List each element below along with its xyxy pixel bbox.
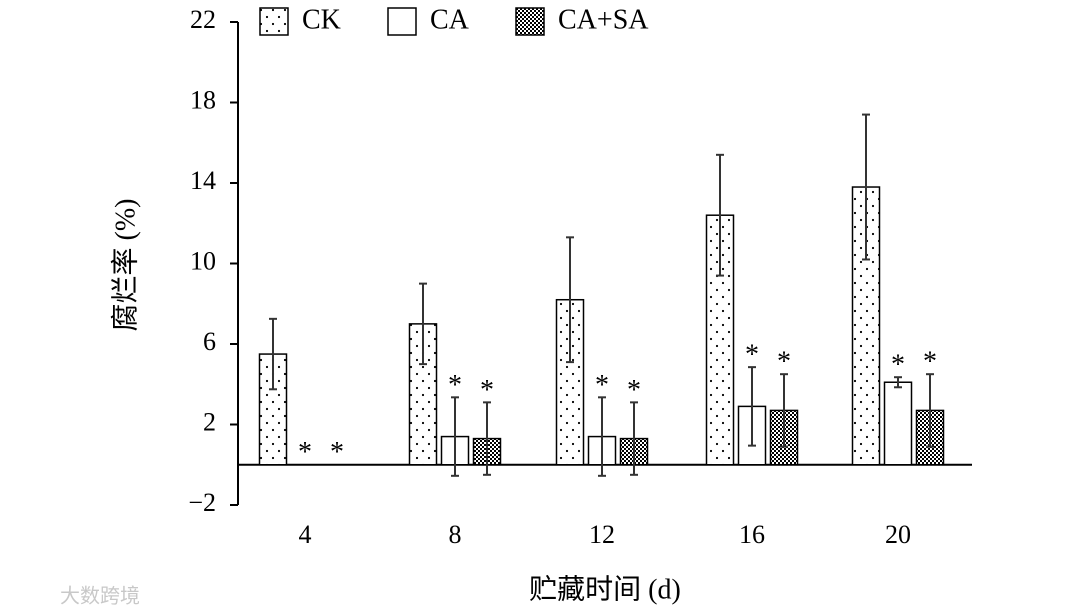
significance-marker: * bbox=[480, 375, 494, 406]
legend-swatch bbox=[515, 7, 545, 36]
error-bar bbox=[862, 113, 870, 261]
x-tick-label: 20 bbox=[885, 520, 911, 549]
error-bar bbox=[598, 396, 606, 477]
x-tick-label: 8 bbox=[449, 520, 462, 549]
y-tick-label: 6 bbox=[203, 327, 216, 356]
x-tick-label: 12 bbox=[589, 520, 615, 549]
y-tick-label: −2 bbox=[188, 488, 216, 517]
error-bar bbox=[483, 401, 491, 476]
error-bar bbox=[780, 373, 788, 448]
watermark: 大数跨境 bbox=[60, 585, 140, 608]
y-tick-label: 22 bbox=[190, 5, 216, 34]
error-bar bbox=[926, 373, 934, 448]
y-tick-label: 10 bbox=[190, 246, 216, 275]
legend-swatch bbox=[259, 7, 289, 36]
legend-label: CA bbox=[430, 4, 470, 35]
significance-marker: * bbox=[330, 437, 344, 468]
error-bar bbox=[630, 401, 638, 476]
significance-marker: * bbox=[745, 340, 759, 371]
significance-marker: * bbox=[777, 347, 791, 378]
error-bar bbox=[894, 376, 902, 389]
significance-marker: * bbox=[627, 375, 641, 406]
legend-label: CA+SA bbox=[558, 4, 649, 35]
error-bar bbox=[419, 282, 427, 366]
error-bar bbox=[269, 317, 277, 391]
error-bar bbox=[566, 236, 574, 364]
y-tick-label: 14 bbox=[190, 166, 216, 195]
x-axis-label: 贮藏时间 (d) bbox=[529, 573, 681, 605]
error-bar bbox=[716, 153, 724, 277]
significance-marker: * bbox=[891, 350, 905, 381]
error-bar bbox=[748, 366, 756, 447]
significance-marker: * bbox=[923, 347, 937, 378]
bar bbox=[883, 381, 913, 466]
x-tick-label: 4 bbox=[299, 520, 312, 549]
legend-swatch bbox=[387, 7, 417, 36]
y-axis-label: 腐烂率 (%) bbox=[109, 199, 141, 332]
error-bar bbox=[451, 396, 459, 477]
x-tick-label: 16 bbox=[739, 520, 765, 549]
significance-marker: * bbox=[595, 370, 609, 401]
y-tick-label: 18 bbox=[190, 85, 216, 114]
legend-label: CK bbox=[302, 4, 341, 35]
significance-marker: * bbox=[298, 437, 312, 468]
y-tick-label: 2 bbox=[203, 407, 216, 436]
significance-marker: * bbox=[448, 370, 462, 401]
